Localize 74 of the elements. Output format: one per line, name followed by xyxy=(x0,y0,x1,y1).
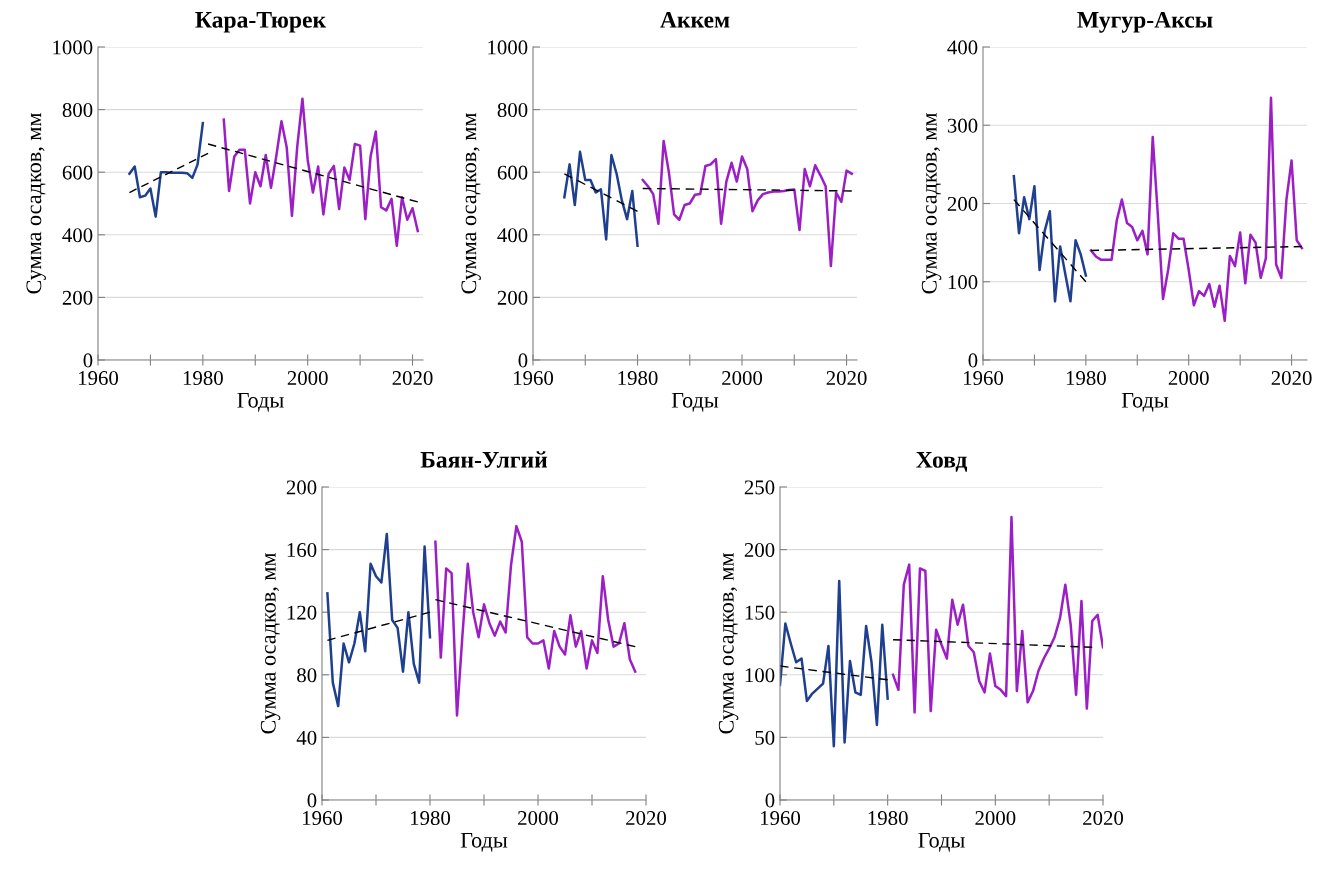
x-axis-title: Годы xyxy=(237,392,284,412)
y-axis-title: Сумма осадков, мм xyxy=(921,113,942,294)
line-series xyxy=(326,532,432,708)
x-axis-title: Годы xyxy=(460,832,508,852)
y-tick-label: 250 xyxy=(744,480,775,495)
x-tick-label: 1980 xyxy=(618,371,658,386)
chart-title: Мугур-Аксы xyxy=(1077,11,1213,33)
y-tick-label: 0 xyxy=(307,793,317,808)
x-axis-title: Годы xyxy=(1121,392,1169,412)
x-tick-label: 2000 xyxy=(287,371,328,386)
x-tick-label: 2020 xyxy=(626,811,667,826)
y-tick-label: 800 xyxy=(497,102,528,118)
y-tick-label: 100 xyxy=(948,275,978,290)
y-axis-title: Сумма осадков, мм xyxy=(26,113,46,294)
y-tick-label: 0 xyxy=(518,353,528,368)
x-tick-label: 2020 xyxy=(392,371,433,386)
x-tick-label: 2000 xyxy=(722,371,763,386)
y-tick-label: 0 xyxy=(765,793,775,808)
chart-title: Баян-Улгий xyxy=(420,451,548,468)
y-tick-label: 40 xyxy=(296,730,317,745)
x-tick-label: 1960 xyxy=(964,371,1004,386)
y-tick-label: 200 xyxy=(947,196,978,211)
x-tick-label: 2020 xyxy=(1271,371,1312,386)
x-tick-label: 2000 xyxy=(518,811,559,826)
x-tick-label: 1960 xyxy=(761,811,801,826)
y-tick-label: 400 xyxy=(497,228,528,243)
x-axis-title: Годы xyxy=(918,832,965,852)
y-tick-label: 200 xyxy=(497,290,528,305)
line-series xyxy=(434,524,637,717)
y-tick-label: 80 xyxy=(297,668,317,683)
x-tick-label: 1980 xyxy=(868,811,908,826)
y-tick-label: 0 xyxy=(83,353,93,368)
y-axis-title: Сумма осадков, мм xyxy=(461,113,481,294)
line-series xyxy=(222,97,420,248)
y-tick-label: 200 xyxy=(286,480,317,495)
y-tick-label: 800 xyxy=(62,102,93,118)
x-tick-label: 1960 xyxy=(303,811,343,826)
x-tick-label: 1980 xyxy=(411,811,451,826)
y-tick-label: 0 xyxy=(968,353,978,368)
line-series xyxy=(128,121,205,218)
x-tick-label: 1980 xyxy=(183,371,223,386)
y-tick-label: 200 xyxy=(62,290,93,305)
y-tick-label: 400 xyxy=(947,40,978,55)
line-series xyxy=(891,515,1103,714)
y-tick-label: 600 xyxy=(62,165,93,180)
y-tick-label: 300 xyxy=(947,118,978,133)
line-series xyxy=(780,579,889,748)
y-tick-label: 600 xyxy=(497,165,528,180)
line-series xyxy=(641,139,854,268)
y-tick-label: 200 xyxy=(744,542,775,558)
line-series xyxy=(1012,174,1088,303)
x-tick-label: 1960 xyxy=(514,371,554,386)
x-tick-label: 2000 xyxy=(1168,371,1209,386)
chart-title: Аккем xyxy=(660,11,730,28)
x-tick-label: 2020 xyxy=(1083,811,1124,826)
y-tick-label: 100 xyxy=(745,668,775,683)
y-tick-label: 1000 xyxy=(488,40,528,55)
y-axis-title: Сумма осадков, мм xyxy=(718,553,739,734)
chart-title: Ховд xyxy=(916,452,968,472)
x-tick-label: 2020 xyxy=(826,371,867,386)
y-tick-label: 150 xyxy=(745,605,775,620)
x-tick-label: 1980 xyxy=(1066,371,1106,386)
y-axis-title: Сумма осадков, мм xyxy=(260,553,281,734)
y-tick-label: 400 xyxy=(62,228,93,243)
chart-title: Кара-Тюрек xyxy=(195,12,327,33)
y-tick-label: 160 xyxy=(287,542,317,558)
y-tick-label: 120 xyxy=(287,605,317,620)
x-tick-label: 2000 xyxy=(975,811,1016,826)
line-series xyxy=(1089,96,1304,323)
line-series xyxy=(563,150,639,248)
y-tick-label: 1000 xyxy=(53,40,93,55)
x-tick-label: 1960 xyxy=(79,371,119,386)
x-axis-title: Годы xyxy=(671,392,719,412)
y-tick-label: 50 xyxy=(755,730,775,745)
